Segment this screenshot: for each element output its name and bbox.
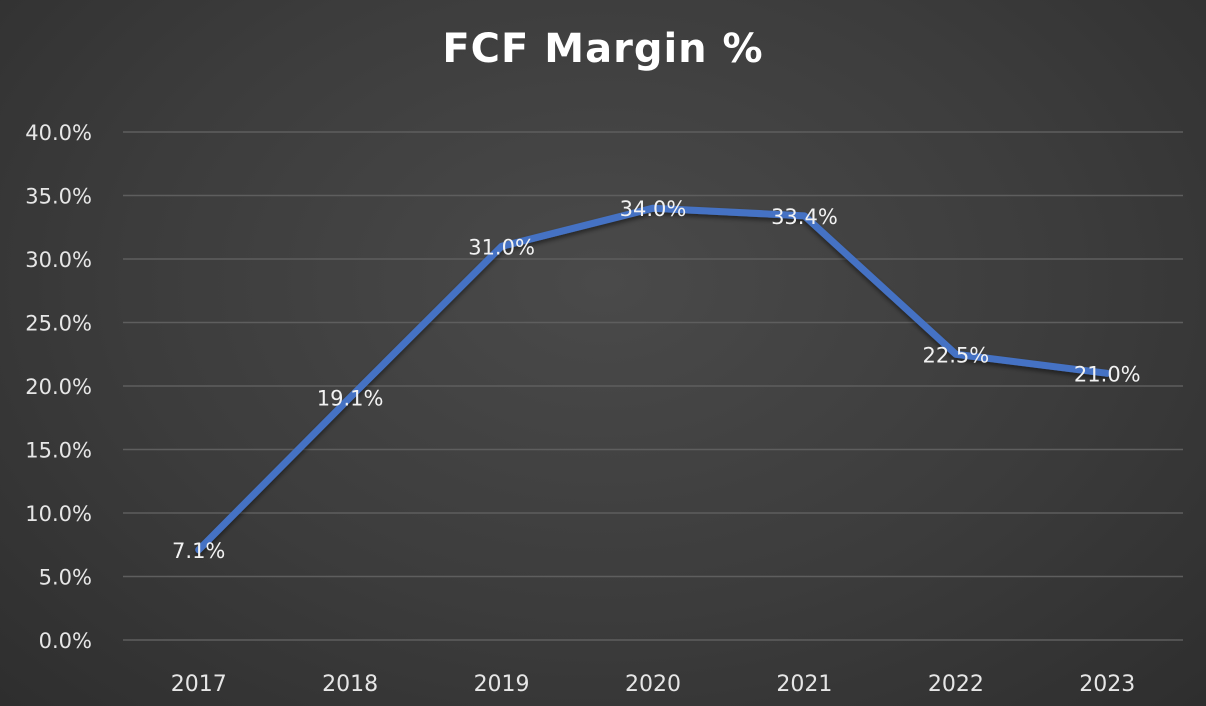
data-label: 34.0% [620,197,687,221]
y-tick-label: 40.0% [25,121,92,145]
y-tick-label: 5.0% [39,566,92,590]
y-axis: 0.0% 5.0% 10.0% 15.0% 20.0% 25.0% 30.0% 35.0% 40… [25,121,92,653]
data-labels: 7.1% 19.1% 31.0% 34.0% 33.4% 22.5% 21.0% [172,197,1141,563]
x-tick-label: 2017 [171,672,227,697]
y-tick-label: 15.0% [25,439,92,463]
y-tick-label: 30.0% [25,248,92,272]
x-axis: 2017 2018 2019 2020 2021 2022 2023 [171,672,1136,697]
y-tick-label: 20.0% [25,375,92,399]
y-tick-label: 10.0% [25,502,92,526]
series [195,204,1111,554]
data-label: 21.0% [1074,362,1141,386]
data-label: 33.4% [771,205,838,229]
x-tick-label: 2019 [474,672,530,697]
x-tick-label: 2022 [928,672,984,697]
x-tick-label: 2018 [322,672,378,697]
x-tick-label: 2021 [776,672,832,697]
data-label: 7.1% [172,539,225,563]
y-tick-label: 0.0% [39,629,92,653]
y-tick-label: 35.0% [25,185,92,209]
x-tick-label: 2020 [625,672,681,697]
data-label: 31.0% [468,235,535,259]
x-tick-label: 2023 [1079,672,1135,697]
y-tick-label: 25.0% [25,312,92,336]
data-label: 19.1% [317,386,384,410]
data-label: 22.5% [922,343,989,367]
chart-title: FCF Margin % [442,26,764,72]
